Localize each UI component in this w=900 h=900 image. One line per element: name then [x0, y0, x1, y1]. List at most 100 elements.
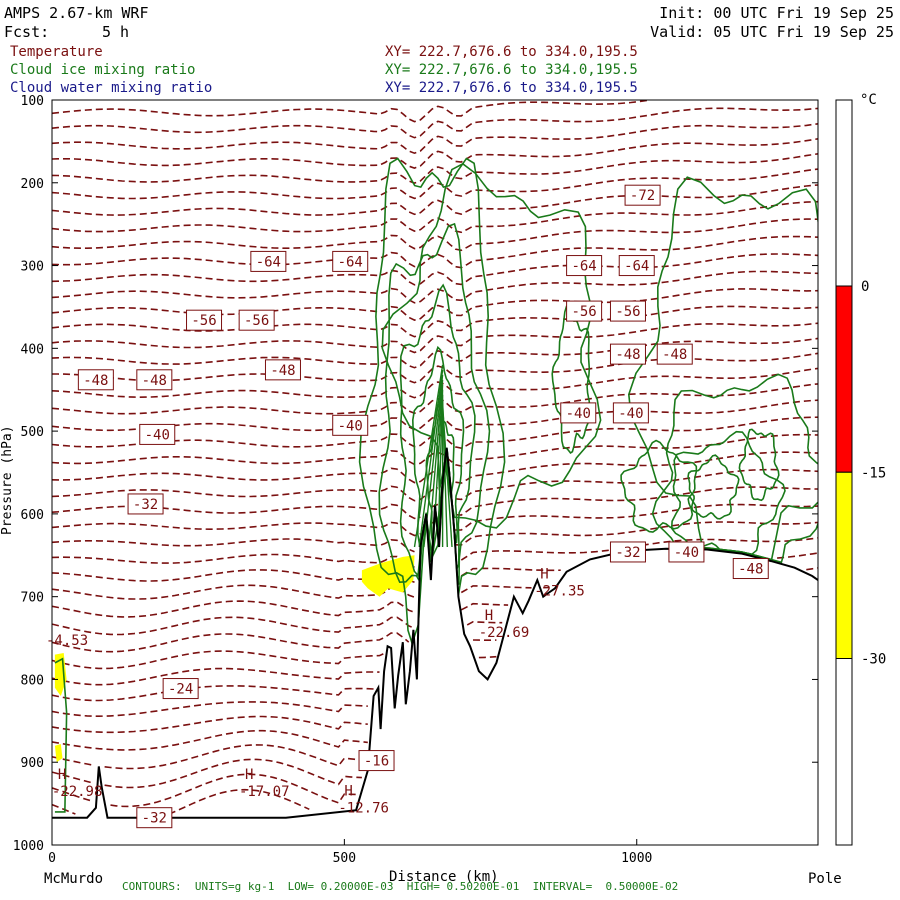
isotherm-label: -56 — [615, 304, 640, 320]
x-tick-label: 0 — [48, 851, 56, 866]
isotherm-label-box — [332, 250, 369, 272]
isotherm-label: -40 — [145, 427, 170, 443]
isotherm-line — [52, 632, 497, 653]
isotherm-line — [52, 773, 357, 808]
isotherm-line — [52, 200, 818, 234]
isotherm-line — [52, 650, 497, 670]
isotherm-label-box — [332, 414, 369, 436]
isotherm-line — [52, 758, 362, 789]
legend-temperature-name: Temperature — [10, 44, 103, 60]
cloud-ice-contour — [441, 404, 453, 548]
isotherm-label: -72 — [630, 188, 655, 204]
isotherm-label: -40 — [338, 418, 363, 434]
isotherm-line — [52, 616, 503, 636]
terrain-line — [52, 447, 818, 819]
extremum-value: -22.69 — [479, 625, 530, 641]
cloud-ice-contour — [427, 379, 444, 548]
cloud-ice-contour — [687, 454, 740, 520]
isotherm-line — [52, 153, 818, 184]
extremum-marker: H — [540, 566, 548, 582]
y-tick-label: 700 — [21, 591, 44, 606]
isotherm-label-box — [566, 255, 603, 277]
isotherm-label-box — [612, 402, 649, 424]
isotherm-label-box — [560, 402, 597, 424]
y-axis-label: Pressure (hPa) — [0, 425, 15, 535]
isotherm-line — [52, 729, 368, 751]
isotherm-label-box — [162, 678, 199, 700]
isotherm-label: -48 — [738, 562, 763, 578]
y-tick-label: 900 — [21, 756, 44, 771]
isotherm-line — [52, 168, 818, 200]
cloud-ice-contour — [418, 369, 444, 548]
extremum-value: -4.53 — [46, 633, 88, 649]
isotherm-label-box — [136, 369, 173, 391]
x-tick-label: 1000 — [621, 851, 652, 866]
x-axis-label: Distance (km) — [389, 869, 499, 885]
y-tick-label: 200 — [21, 177, 44, 192]
cloud-ice-contour — [670, 430, 786, 556]
legend-ice-xy: XY= 222.7,676.6 to 334.0,195.5 — [385, 62, 638, 78]
isotherm-label: -40 — [566, 406, 591, 422]
isotherm-label: -48 — [662, 347, 687, 363]
cloud-ice-contour — [738, 428, 780, 502]
isotherm-line — [52, 399, 818, 432]
isotherm-label-box — [77, 369, 114, 391]
colorbar-unit: °C — [860, 92, 877, 108]
isotherm-label: -48 — [270, 363, 295, 379]
isotherm-line — [52, 367, 818, 399]
x-tick-label: 500 — [333, 851, 356, 866]
isotherm-label: -56 — [244, 313, 269, 329]
isotherm-line — [52, 123, 818, 155]
isotherm-line — [52, 788, 310, 815]
y-tick-label: 500 — [21, 425, 44, 440]
y-tick-label: 300 — [21, 260, 44, 275]
isotherm-line — [52, 235, 818, 269]
isotherm-label: -56 — [571, 304, 596, 320]
model-title: AMPS 2.67-km WRF — [4, 4, 149, 22]
extremum-marker: H — [58, 767, 66, 783]
isotherm-label: -24 — [168, 682, 193, 698]
isotherm-label-box — [732, 558, 769, 580]
isotherm-label-box — [656, 343, 693, 365]
x-left-endpoint: McMurdo — [44, 871, 103, 887]
isotherm-line — [52, 685, 380, 702]
colorbar-band — [835, 285, 853, 473]
isotherm-label-box — [238, 309, 275, 331]
colorbar-tick-label: -30 — [861, 652, 886, 668]
cloud-ice-contour — [651, 373, 818, 564]
isotherm-label-box — [264, 359, 301, 381]
valid-time: Valid: 05 UTC Fri 19 Sep 25 — [650, 23, 894, 41]
cloud-ice-contour — [381, 162, 602, 529]
legend-water-name: Cloud water mixing ratio — [10, 80, 213, 96]
isotherm-line — [52, 138, 818, 169]
temperature-shade-yellow — [54, 744, 63, 763]
isotherm-line — [52, 107, 818, 139]
isotherm-label-box — [250, 250, 287, 272]
isotherm-line — [52, 715, 368, 734]
isotherm-label: -56 — [191, 313, 216, 329]
colorbar-band — [835, 471, 853, 659]
x-right-endpoint: Pole — [808, 871, 842, 887]
contour-footer: CONTOURS: UNITS=g kg-1 LOW= 0.20000E-03 … — [122, 880, 679, 893]
colorbar-tick-label: -15 — [861, 465, 886, 481]
isotherm-line — [52, 253, 818, 286]
cloud-ice-contour — [358, 157, 506, 646]
isotherm-label: -32 — [133, 497, 158, 513]
isotherm-line — [52, 383, 818, 415]
cloud-ice-contour — [620, 439, 698, 533]
y-tick-label: 600 — [21, 508, 44, 523]
isotherm-line — [52, 552, 818, 584]
isotherm-label: -16 — [364, 754, 389, 770]
y-tick-label: 1000 — [13, 839, 44, 854]
isotherm-line — [52, 468, 818, 502]
cloud-ice-contour — [551, 305, 592, 454]
colorbar-tick-label: 0 — [861, 279, 869, 295]
isotherm-label-box — [609, 300, 646, 322]
isotherm-label-box — [668, 541, 705, 563]
isotherm-line — [52, 270, 818, 304]
isotherm-label-box — [566, 300, 603, 322]
cloud-ice-contour — [54, 657, 68, 813]
isotherm-label-box — [609, 541, 646, 563]
isotherm-line — [52, 337, 818, 369]
